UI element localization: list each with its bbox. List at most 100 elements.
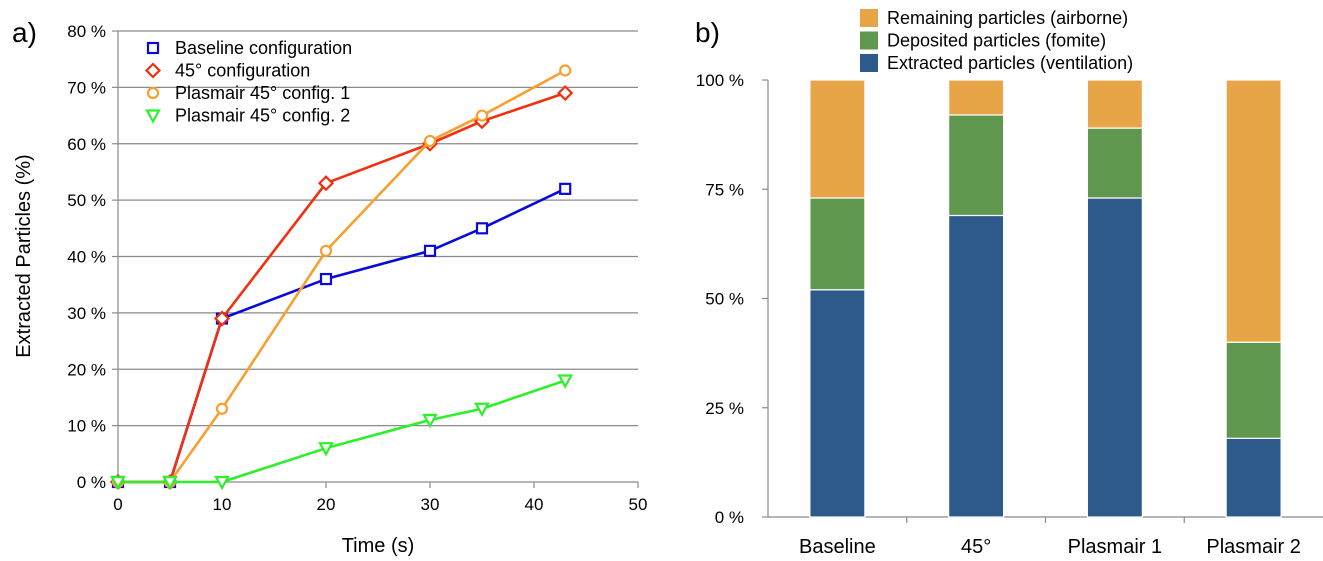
data-point <box>110 475 126 491</box>
category-label: Plasmair 2 <box>1206 536 1300 558</box>
data-point <box>215 402 229 415</box>
category-label: Plasmair 1 <box>1068 536 1162 558</box>
data-point <box>317 175 335 192</box>
a-y-tick-labels: 0 % 10 % 20 % 30 % 40 % 50 % 60 % 70 % 80 % <box>67 22 118 492</box>
legend-item: Remaining particles (airborne) <box>860 8 1128 28</box>
bar-segment <box>1086 79 1143 129</box>
bar-segment <box>948 114 1005 217</box>
panel-a-label: a) <box>12 17 37 48</box>
data-point <box>557 84 574 102</box>
legend-item: Plasmair 45° config. 1 <box>146 83 350 103</box>
data-point <box>559 64 572 77</box>
a-x-tick-labels: 0 10 20 30 40 50 <box>113 482 647 514</box>
series-4 <box>110 374 574 491</box>
y-tick-label: 80 % <box>67 22 106 41</box>
data-point <box>474 402 490 418</box>
series-line <box>118 69 566 484</box>
legend-marker <box>144 62 162 79</box>
x-tick-label: 0 <box>113 495 122 514</box>
bar-segment <box>1225 341 1282 439</box>
y-tick-label: 10 % <box>67 417 106 436</box>
data-point <box>557 374 574 389</box>
legend-label: Plasmair 45° config. 1 <box>175 83 350 103</box>
bar-segment <box>1086 197 1143 518</box>
b-y-tick-labels: 0 % 25 % 50 % 75 % 100 % <box>696 71 768 527</box>
legend-marker <box>146 41 160 55</box>
x-axis-title: Time (s) <box>342 535 415 557</box>
data-point <box>162 475 178 491</box>
y-tick-label: 25 % <box>705 399 744 418</box>
bar-stack <box>1225 79 1282 518</box>
legend-label: Extracted particles (ventilation) <box>887 53 1133 73</box>
legend-marker <box>145 109 161 124</box>
series-line <box>118 91 566 484</box>
category-label: Baseline <box>799 536 876 558</box>
legend-marker <box>146 86 160 100</box>
y-tick-label: 0 % <box>715 508 744 527</box>
line-chart-panel: a) 0 % 10 % 20 % 30 % 40 % 50 % 60 % 70 % 80 % 0… <box>12 17 647 557</box>
legend-label: Remaining particles (airborne) <box>887 8 1128 28</box>
legend-swatch <box>860 31 878 50</box>
y-tick-label: 0 % <box>77 473 106 492</box>
y-tick-label: 60 % <box>67 135 106 154</box>
y-tick-label: 100 % <box>696 71 744 90</box>
bar-segment <box>1086 127 1143 199</box>
data-point <box>319 244 333 257</box>
panel-b-label: b) <box>695 17 720 48</box>
data-point <box>318 442 334 457</box>
y-tick-label: 50 % <box>705 290 744 309</box>
series-3 <box>111 64 572 489</box>
x-tick-label: 40 <box>525 495 544 514</box>
data-point <box>475 109 489 122</box>
y-tick-label: 40 % <box>67 248 106 267</box>
category-label: 45° <box>961 536 991 558</box>
legend-item: Plasmair 45° config. 2 <box>145 106 350 126</box>
data-point <box>559 182 572 195</box>
legend-swatch <box>860 9 878 27</box>
b-category-labels: Baseline 45° Plasmair 1 Plasmair 2 <box>799 536 1301 558</box>
b-legend: Remaining particles (airborne) Deposited … <box>860 8 1133 73</box>
y-tick-label: 50 % <box>67 191 106 210</box>
bar-segment <box>809 289 866 518</box>
bar-segment <box>1225 437 1282 518</box>
data-point <box>423 134 437 148</box>
data-point <box>475 222 489 235</box>
legend-swatch <box>860 54 878 72</box>
legend-item: Deposited particles (fomite) <box>860 31 1106 51</box>
series-2 <box>109 84 574 491</box>
y-tick-label: 20 % <box>67 360 106 379</box>
y-axis-title: Extracted Particles (%) <box>13 154 35 357</box>
bar-stack <box>1086 79 1143 518</box>
a-series <box>109 64 574 491</box>
legend-item: Extracted particles (ventilation) <box>860 53 1133 73</box>
legend-item: 45° configuration <box>144 61 310 81</box>
y-tick-label: 30 % <box>67 304 106 323</box>
bar-stack <box>948 79 1005 518</box>
x-tick-label: 20 <box>317 495 336 514</box>
y-tick-label: 70 % <box>67 78 106 97</box>
legend-label: Plasmair 45° config. 2 <box>175 106 350 126</box>
data-point <box>422 413 438 429</box>
y-tick-label: 75 % <box>705 180 744 199</box>
bar-stack <box>809 79 866 518</box>
legend-item: Baseline configuration <box>146 38 352 58</box>
legend-label: Baseline configuration <box>175 38 352 58</box>
legend-label: 45° configuration <box>175 61 310 81</box>
b-bars <box>809 79 1282 518</box>
x-tick-label: 50 <box>629 495 648 514</box>
data-point <box>319 272 333 286</box>
bar-segment <box>809 197 866 291</box>
stacked-bar-panel: b) 0 % 25 % 50 % 75 % 100 % Baseline 45° Plasm… <box>695 8 1323 558</box>
data-point <box>213 310 231 327</box>
data-point <box>423 244 437 257</box>
legend-label: Deposited particles (fomite) <box>887 31 1106 51</box>
bar-segment <box>948 214 1005 518</box>
bar-segment <box>809 79 866 199</box>
bar-segment <box>1225 79 1282 343</box>
data-point <box>214 475 230 491</box>
bar-segment <box>948 79 1005 116</box>
x-tick-label: 10 <box>213 495 232 514</box>
x-tick-label: 30 <box>421 495 440 514</box>
